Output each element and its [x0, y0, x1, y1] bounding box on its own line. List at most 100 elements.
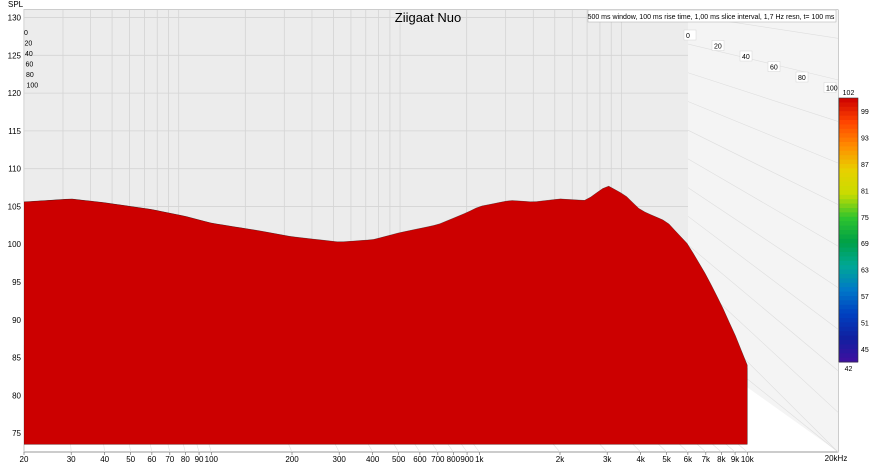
x-tick-label: 10k	[741, 455, 755, 464]
colorbar-segment	[839, 313, 858, 319]
y-axis-ticks: 75 80 85 90 95 100 105 110 115 120 125 130	[8, 14, 22, 439]
colorbar-segment	[839, 133, 858, 139]
time-tick-side-label: 20	[714, 44, 722, 51]
colorbar-segment	[839, 150, 858, 156]
x-tick-label: 90	[195, 455, 204, 464]
x-tick-label: 50	[126, 455, 135, 464]
chart-title: Ziigaat Nuo	[395, 10, 461, 25]
colorbar-segment	[839, 124, 858, 130]
colorbar-segment	[839, 340, 858, 345]
x-tick-label: 30	[67, 455, 76, 464]
colorbar-segment	[839, 216, 858, 222]
x-tick-label: 8k	[717, 455, 726, 464]
x-tick-label: 80	[181, 455, 190, 464]
colorbar-segment	[839, 225, 858, 231]
y-tick-label: 100	[8, 240, 22, 249]
colorbar-segment	[839, 252, 858, 257]
colorbar-segment	[839, 155, 858, 161]
time-tick-back-label: 80	[26, 72, 34, 79]
colorbar-tick-label: 51	[861, 320, 869, 327]
colorbar-segment	[839, 234, 858, 240]
y-tick-label: 105	[8, 202, 22, 211]
colorbar-segment	[839, 111, 858, 117]
colorbar-tick-label: 69	[861, 241, 869, 248]
x-tick-label: 700	[431, 455, 445, 464]
colorbar-segment	[839, 208, 858, 213]
colorbar-tick-label: 63	[861, 268, 869, 275]
colorbar-segment	[839, 190, 858, 196]
time-tick-back-label: 100	[27, 83, 39, 90]
colorbar-segment	[839, 344, 858, 350]
colorbar-tick-label: 81	[861, 188, 869, 195]
y-tick-label: 75	[12, 429, 21, 438]
time-tick-side-box	[739, 50, 753, 62]
colorbar-segment	[839, 177, 858, 183]
colorbar-segment	[839, 256, 858, 262]
colorbar-segment	[839, 230, 858, 235]
time-axis-back-ticks: 0 20 40 60 80 100	[24, 30, 38, 90]
time-tick-side-label: 60	[770, 65, 778, 72]
colorbar-segment	[839, 278, 858, 284]
colorbar-segment	[839, 304, 858, 310]
time-tick-back-label: 20	[25, 41, 33, 48]
colorbar-segment	[839, 309, 858, 315]
waterfall-slice	[24, 185, 748, 445]
settings-text: 500 ms window, 100 ms rise time, 1,00 ms…	[588, 14, 835, 21]
colorbar-segment	[839, 322, 858, 328]
x-tick-label: 6k	[684, 455, 693, 464]
x-tick-label: 600	[413, 455, 427, 464]
x-axis-ticks: 20 30 40 50 60 70 80 90 100 200 300 400 500 600 700 800…	[20, 452, 755, 464]
time-tick-side-box	[711, 40, 725, 51]
colorbar-segment	[839, 164, 858, 169]
colorbar-segment	[839, 120, 858, 125]
colorbar-segment	[839, 269, 858, 275]
grid-line-side	[687, 129, 839, 205]
y-tick-label: 115	[8, 127, 21, 136]
colorbar-segment	[839, 348, 858, 354]
time-axis-side-ticks: 0 20 40 60 80 100	[683, 29, 838, 93]
colorbar: 102 99 93 87 81 75 69 63 57 51 45 42	[838, 90, 869, 373]
colorbar-segment	[839, 318, 858, 323]
colorbar-segment	[839, 274, 858, 279]
time-tick-side-box	[795, 71, 809, 83]
x-tick-label: 2k	[556, 455, 565, 464]
y-tick-label: 95	[12, 278, 21, 287]
colorbar-segment	[839, 137, 858, 143]
colorbar-tick-label: 42	[845, 366, 853, 373]
colorbar-frame	[838, 97, 859, 363]
x-tick-label: 100	[205, 455, 219, 464]
x-tick-label: 4k	[636, 455, 645, 464]
x-unit-label: 20kHz	[825, 454, 848, 463]
colorbar-segment	[839, 142, 858, 147]
y-tick-label: 130	[8, 14, 22, 23]
colorbar-segment	[839, 194, 858, 200]
y-tick-label: 125	[8, 51, 22, 60]
colorbar-segment	[839, 238, 858, 244]
colorbar-segment	[839, 212, 858, 218]
x-tick-label: 60	[147, 455, 156, 464]
colorbar-segment	[839, 247, 858, 253]
grid-line-side	[687, 158, 839, 247]
x-tick-label: 400	[366, 455, 380, 464]
colorbar-segment	[839, 265, 858, 271]
x-tick-label: 1k	[475, 455, 484, 464]
colorbar-segment	[839, 353, 858, 359]
colorbar-tick-label: 87	[861, 162, 869, 169]
colorbar-segment	[839, 115, 858, 121]
y-tick-label: 110	[8, 165, 21, 174]
colorbar-segment	[839, 102, 858, 108]
time-tick-side-box	[767, 61, 781, 72]
colorbar-segment	[839, 181, 858, 187]
colorbar-segment	[839, 326, 858, 332]
time-tick-side-box	[683, 29, 697, 41]
grid-line-side	[687, 72, 839, 122]
x-tick-label: 200	[285, 455, 299, 464]
x-tick-label: 70	[165, 455, 174, 464]
colorbar-segment	[839, 335, 858, 341]
time-tick-side-label: 0	[686, 33, 690, 40]
colorbar-tick-label: 75	[861, 215, 869, 222]
time-tick-back-label: 0	[24, 30, 28, 37]
waterfall-slices	[24, 185, 748, 445]
time-tick-back-label: 60	[26, 62, 34, 69]
